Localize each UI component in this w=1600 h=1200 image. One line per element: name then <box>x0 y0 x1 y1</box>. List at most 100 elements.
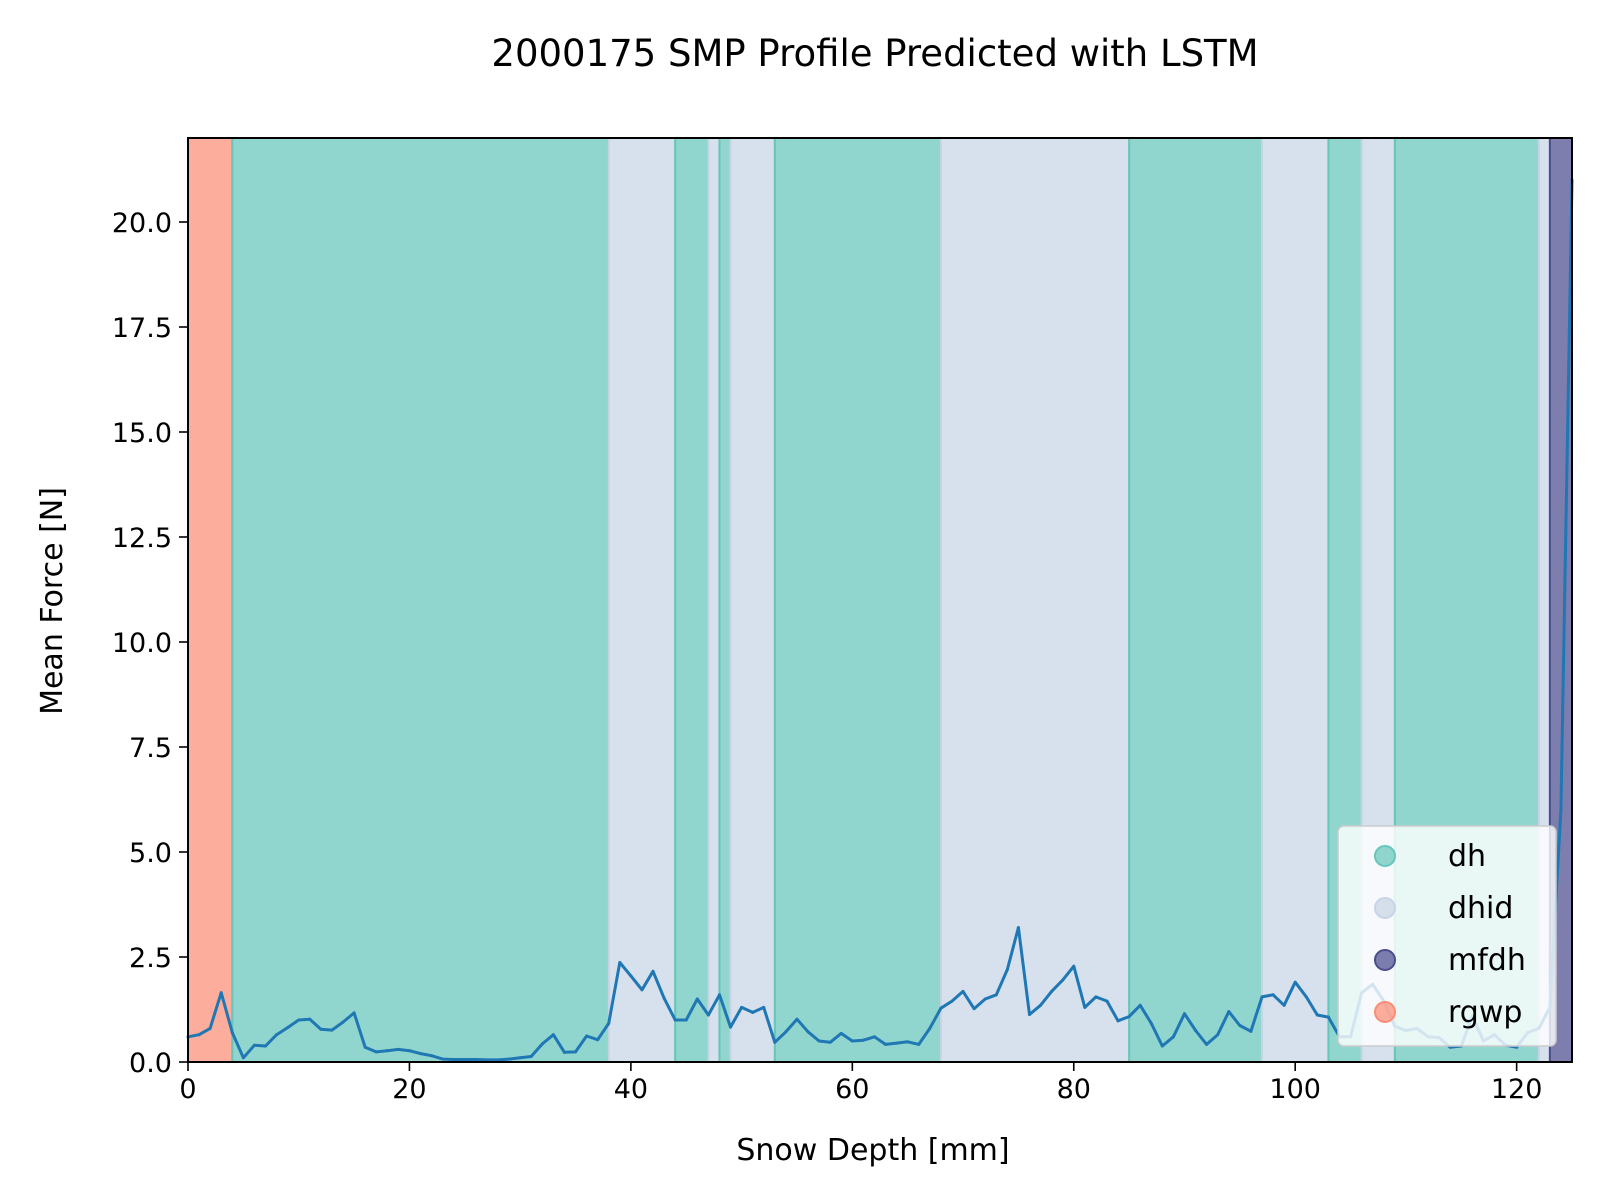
data-point <box>1005 968 1009 972</box>
data-point <box>751 1010 755 1014</box>
data-point <box>1016 926 1020 930</box>
y-axis-label: Mean Force [N] <box>35 487 70 715</box>
y-tick-label: 7.5 <box>129 733 172 764</box>
data-point <box>374 1050 378 1054</box>
data-point <box>219 991 223 995</box>
x-axis: 0 20 40 60 80 100 120 <box>179 1062 1542 1105</box>
data-point <box>341 1020 345 1024</box>
legend-marker-rgwp <box>1374 1001 1396 1023</box>
data-point <box>1027 1013 1031 1017</box>
data-point <box>330 1028 334 1032</box>
data-point <box>208 1026 212 1030</box>
y-tick-label: 15.0 <box>112 418 172 449</box>
data-point <box>651 969 655 973</box>
data-point <box>352 1011 356 1015</box>
data-point <box>806 1030 810 1034</box>
data-point <box>1138 1003 1142 1007</box>
legend-label-dhid: dhid <box>1448 891 1513 926</box>
data-point <box>740 1005 744 1009</box>
x-tick-label: 80 <box>1057 1074 1091 1105</box>
region-dhid-4 <box>707 137 721 1063</box>
data-point <box>496 1058 500 1062</box>
data-point <box>972 1007 976 1011</box>
data-point <box>264 1044 268 1048</box>
data-point <box>784 1030 788 1034</box>
data-point <box>939 1006 943 1010</box>
data-point <box>1171 1035 1175 1039</box>
data-point <box>1304 995 1308 999</box>
y-tick-label: 2.5 <box>129 943 172 974</box>
y-tick-label: 20.0 <box>112 208 172 239</box>
data-point <box>1238 1023 1242 1027</box>
data-point <box>463 1057 467 1061</box>
data-point <box>895 1041 899 1045</box>
region-rgwp-0 <box>187 137 234 1063</box>
data-point <box>252 1043 256 1047</box>
data-point <box>961 989 965 993</box>
legend-label-mfdh: mfdh <box>1448 943 1526 978</box>
x-tick-label: 100 <box>1269 1074 1321 1105</box>
data-point <box>1205 1042 1209 1046</box>
data-point <box>839 1031 843 1035</box>
data-point <box>585 1034 589 1038</box>
data-point <box>1182 1012 1186 1016</box>
data-point <box>1094 995 1098 999</box>
data-point <box>1149 1021 1153 1025</box>
data-point <box>363 1045 367 1049</box>
data-point <box>795 1017 799 1021</box>
region-dhid-8 <box>939 137 1131 1063</box>
data-point <box>441 1057 445 1061</box>
data-point <box>275 1033 279 1037</box>
data-point <box>729 1025 733 1029</box>
data-point <box>1105 999 1109 1003</box>
region-dhid-10 <box>1260 137 1330 1063</box>
data-point <box>684 1018 688 1022</box>
data-point <box>1282 1003 1286 1007</box>
data-point <box>917 1042 921 1046</box>
data-point <box>297 1018 301 1022</box>
x-tick-label: 20 <box>392 1074 426 1105</box>
class-regions <box>187 137 1573 1063</box>
region-dh-3 <box>674 137 710 1063</box>
data-point <box>629 974 633 978</box>
data-point <box>1315 1013 1319 1017</box>
data-point <box>241 1056 245 1060</box>
data-point <box>640 988 644 992</box>
data-point <box>1050 989 1054 993</box>
y-tick-label: 17.5 <box>112 313 172 344</box>
data-point <box>1083 1005 1087 1009</box>
data-point <box>286 1026 290 1030</box>
data-point <box>474 1057 478 1061</box>
chart-title: 2000175 SMP Profile Predicted with LSTM <box>491 32 1258 75</box>
legend-label-dh: dh <box>1448 839 1486 874</box>
data-point <box>983 997 987 1001</box>
data-point <box>861 1038 865 1042</box>
y-axis: 0.0 2.5 5.0 7.5 10.0 12.5 15.0 17.5 20.0 <box>112 208 188 1079</box>
data-point <box>1061 978 1065 982</box>
region-dh-9 <box>1128 137 1263 1063</box>
x-tick-label: 120 <box>1491 1074 1543 1105</box>
data-point <box>430 1054 434 1058</box>
data-point <box>884 1042 888 1046</box>
data-point <box>706 1013 710 1017</box>
data-point <box>396 1047 400 1051</box>
data-point <box>230 1031 234 1035</box>
region-dh-7 <box>773 137 942 1063</box>
legend: dh dhid mfdh rgwp <box>1337 825 1557 1047</box>
data-point <box>1116 1019 1120 1023</box>
data-point <box>529 1055 533 1059</box>
data-point <box>1039 1003 1043 1007</box>
data-point <box>1227 1010 1231 1014</box>
data-point <box>994 993 998 997</box>
data-point <box>1293 980 1297 984</box>
x-tick-label: 0 <box>179 1074 196 1105</box>
data-point <box>1072 964 1076 968</box>
data-point <box>695 997 699 1001</box>
legend-marker-dhid <box>1374 897 1396 919</box>
data-point <box>872 1035 876 1039</box>
data-point <box>773 1040 777 1044</box>
data-point <box>673 1018 677 1022</box>
data-point <box>574 1050 578 1054</box>
data-point <box>1326 1015 1330 1019</box>
data-point <box>1559 808 1563 812</box>
